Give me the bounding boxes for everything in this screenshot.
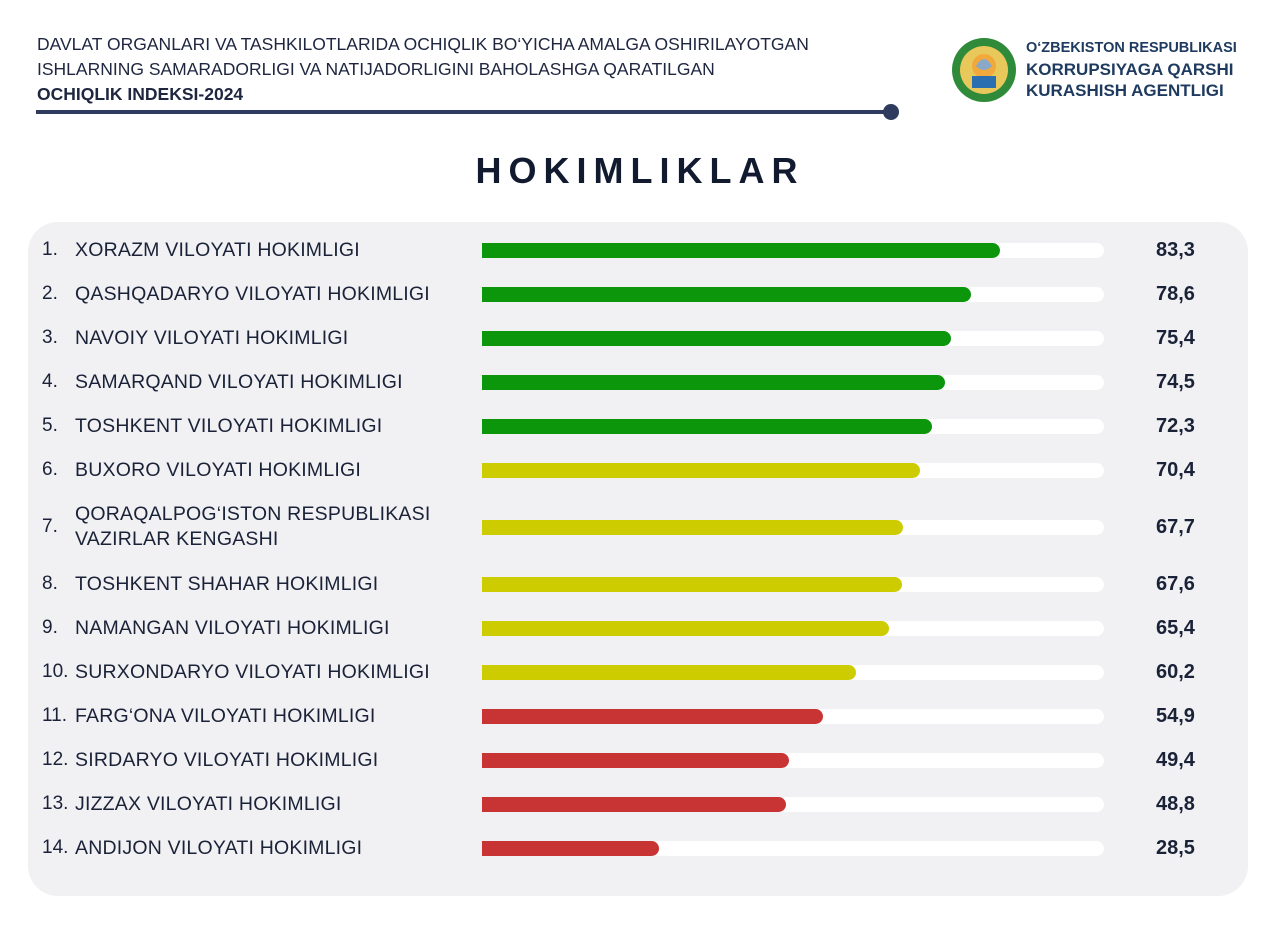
value-label: 60,2	[1156, 660, 1195, 683]
rank-label: 13.	[42, 793, 69, 814]
value-label: 49,4	[1156, 748, 1195, 771]
rank-label: 6.	[42, 459, 58, 480]
rank-label: 8.	[42, 573, 58, 594]
category-label: BUXORO VILOYATI HOKIMLIGI	[75, 458, 361, 481]
rank-label: 12.	[42, 749, 69, 770]
bar-track	[482, 330, 1104, 346]
bar-track	[482, 286, 1104, 302]
bar-row: 13. JIZZAX VILOYATI HOKIMLIGI 48,8	[28, 782, 1248, 826]
bar-track	[482, 708, 1104, 724]
value-label: 72,3	[1156, 414, 1195, 437]
chart-panel: 1. XORAZM VILOYATI HOKIMLIGI 83,3 2. QASH…	[28, 222, 1248, 896]
bar	[482, 840, 660, 856]
rank-label: 11.	[42, 705, 68, 726]
category-label: FARG‘ONA VILOYATI HOKIMLIGI	[75, 704, 376, 727]
header-line-2: ISHLARNING SAMARADORLIGI VA NATIJADORLIG…	[37, 59, 715, 79]
agency-name: O‘ZBEKISTON RESPUBLIKASI KORRUPSIYAGA QA…	[1026, 38, 1237, 101]
category-label: XORAZM VILOYATI HOKIMLIGI	[75, 238, 360, 261]
bar-row: 6. BUXORO VILOYATI HOKIMLIGI 70,4	[28, 448, 1248, 492]
bar-rows: 1. XORAZM VILOYATI HOKIMLIGI 83,3 2. QASH…	[28, 228, 1248, 870]
bar-track	[482, 664, 1104, 680]
bar-track	[482, 462, 1104, 478]
bar	[482, 664, 857, 680]
rank-label: 4.	[42, 371, 58, 392]
header-divider	[36, 110, 892, 114]
value-label: 70,4	[1156, 458, 1195, 481]
bar	[482, 242, 1001, 258]
category-label: TOSHKENT VILOYATI HOKIMLIGI	[75, 414, 383, 437]
bar-track	[482, 418, 1104, 434]
bar-row: 2. QASHQADARYO VILOYATI HOKIMLIGI 78,6	[28, 272, 1248, 316]
bar-track	[482, 576, 1104, 592]
value-label: 54,9	[1156, 704, 1195, 727]
category-label: QORAQALPOG‘ISTON RESPUBLIKASI VAZIRLAR K…	[75, 503, 431, 550]
category-label: TOSHKENT SHAHAR HOKIMLIGI	[75, 572, 379, 595]
bar-track	[482, 519, 1104, 535]
bar	[482, 620, 889, 636]
bar	[482, 374, 946, 390]
category-label: SIRDARYO VILOYATI HOKIMLIGI	[75, 748, 379, 771]
bar	[482, 330, 951, 346]
bar	[482, 286, 971, 302]
bar	[482, 796, 786, 812]
header-line-1: DAVLAT ORGANLARI VA TASHKILOTLARIDA OCHI…	[37, 34, 809, 54]
value-label: 67,7	[1156, 515, 1195, 538]
agency-line-1: O‘ZBEKISTON RESPUBLIKASI	[1026, 40, 1237, 56]
value-label: 83,3	[1156, 238, 1195, 261]
bar-track	[482, 620, 1104, 636]
category-label: SURXONDARYO VILOYATI HOKIMLIGI	[75, 660, 430, 683]
bar	[482, 752, 790, 768]
value-label: 75,4	[1156, 326, 1195, 349]
bar-row: 10. SURXONDARYO VILOYATI HOKIMLIGI 60,2	[28, 650, 1248, 694]
bar-row: 8. TOSHKENT SHAHAR HOKIMLIGI 67,6	[28, 562, 1248, 606]
bar-row: 1. XORAZM VILOYATI HOKIMLIGI 83,3	[28, 228, 1248, 272]
value-label: 67,6	[1156, 572, 1195, 595]
bar-track	[482, 796, 1104, 812]
bar	[482, 576, 903, 592]
bar-track	[482, 374, 1104, 390]
bar-track	[482, 840, 1104, 856]
category-label: NAVOIY VILOYATI HOKIMLIGI	[75, 326, 349, 349]
rank-label: 7.	[42, 516, 58, 537]
agency-line-2: KORRUPSIYAGA QARSHI	[1026, 60, 1234, 79]
rank-label: 1.	[42, 239, 58, 260]
rank-label: 3.	[42, 327, 58, 348]
bar-row: 11. FARG‘ONA VILOYATI HOKIMLIGI 54,9	[28, 694, 1248, 738]
bar-row: 7. QORAQALPOG‘ISTON RESPUBLIKASI VAZIRLA…	[28, 492, 1248, 562]
category-label: JIZZAX VILOYATI HOKIMLIGI	[75, 792, 342, 815]
chart-title: HOKIMLIKLAR	[475, 150, 805, 191]
category-label: NAMANGAN VILOYATI HOKIMLIGI	[75, 616, 390, 639]
value-label: 48,8	[1156, 792, 1195, 815]
bar-track	[482, 752, 1104, 768]
divider-dot	[883, 104, 899, 120]
rank-label: 14.	[42, 837, 69, 858]
rank-label: 2.	[42, 283, 58, 304]
value-label: 74,5	[1156, 370, 1195, 393]
bar	[482, 462, 920, 478]
agency-line-3: KURASHISH AGENTLIGI	[1026, 81, 1224, 100]
header-line-3: OCHIQLIK INDEKSI-2024	[37, 84, 244, 104]
category-label: SAMARQAND VILOYATI HOKIMLIGI	[75, 370, 403, 393]
rank-label: 5.	[42, 415, 58, 436]
bar-row: 5. TOSHKENT VILOYATI HOKIMLIGI 72,3	[28, 404, 1248, 448]
rank-label: 9.	[42, 617, 58, 638]
rank-label: 10.	[42, 661, 69, 682]
state-emblem-logo	[952, 38, 1016, 102]
bar	[482, 519, 904, 535]
bar-track	[482, 242, 1104, 258]
bar-row: 14. ANDIJON VILOYATI HOKIMLIGI 28,5	[28, 826, 1248, 870]
category-label: QASHQADARYO VILOYATI HOKIMLIGI	[75, 282, 430, 305]
report-header: DAVLAT ORGANLARI VA TASHKILOTLARIDA OCHI…	[37, 32, 809, 107]
value-label: 28,5	[1156, 836, 1195, 859]
bar-row: 4. SAMARQAND VILOYATI HOKIMLIGI 74,5	[28, 360, 1248, 404]
value-label: 65,4	[1156, 616, 1195, 639]
value-label: 78,6	[1156, 282, 1195, 305]
bar-row: 9. NAMANGAN VILOYATI HOKIMLIGI 65,4	[28, 606, 1248, 650]
bar	[482, 418, 932, 434]
bar-row: 3. NAVOIY VILOYATI HOKIMLIGI 75,4	[28, 316, 1248, 360]
category-label: ANDIJON VILOYATI HOKIMLIGI	[75, 836, 363, 859]
bar	[482, 708, 824, 724]
bar-row: 12. SIRDARYO VILOYATI HOKIMLIGI 49,4	[28, 738, 1248, 782]
